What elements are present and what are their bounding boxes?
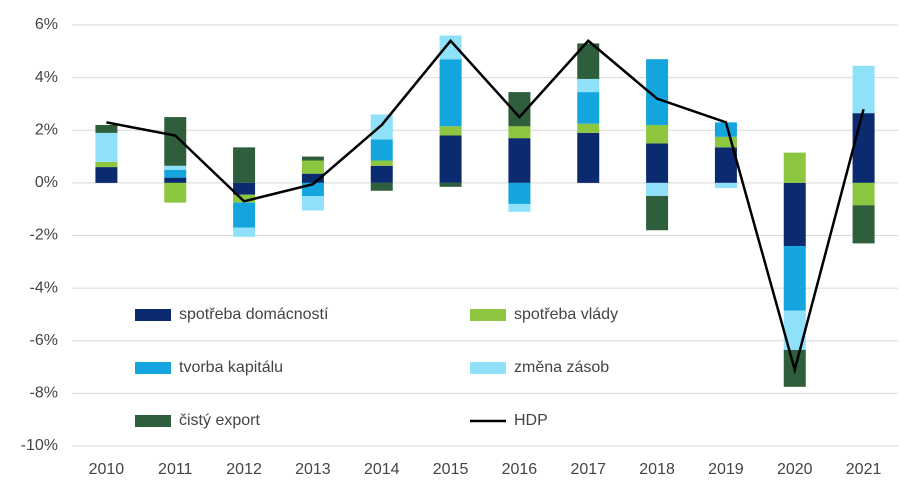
- bar-segment: [301, 156, 324, 161]
- bar-segment: [577, 43, 600, 79]
- x-tick-label: 2021: [846, 461, 882, 478]
- legend-swatch: [470, 309, 506, 321]
- bar-segment: [439, 126, 462, 136]
- bar-segment: [508, 126, 531, 139]
- bar-segment: [233, 182, 256, 195]
- bar-segment: [852, 65, 875, 114]
- bar-segment: [852, 205, 875, 244]
- bar-segment: [439, 182, 462, 187]
- bar-segment: [370, 139, 393, 161]
- bar-segment: [439, 59, 462, 127]
- bar-segment: [370, 160, 393, 166]
- legend-label: změna zásob: [514, 359, 609, 376]
- bar-segment: [164, 177, 187, 183]
- bar-segment: [233, 227, 256, 237]
- bar-segment: [783, 182, 806, 247]
- legend-label: spotřeba domácností: [179, 306, 329, 323]
- y-tick-label: 4%: [35, 69, 58, 86]
- bar-segment: [164, 165, 187, 170]
- y-tick-label: -8%: [30, 385, 58, 402]
- legend-label: čistý export: [179, 412, 260, 429]
- x-tick-label: 2017: [570, 461, 606, 478]
- bar-segment: [714, 147, 737, 183]
- legend-label: tvorba kapitálu: [179, 359, 283, 376]
- bar-segment: [164, 182, 187, 203]
- x-tick-label: 2011: [158, 461, 193, 478]
- bar-segment: [646, 59, 669, 125]
- x-tick-label: 2010: [89, 461, 125, 478]
- bar-segment: [852, 113, 875, 183]
- bar-segment: [233, 194, 256, 203]
- bar-segment: [646, 182, 669, 197]
- bar-segment: [164, 117, 187, 166]
- bar-segment: [370, 182, 393, 191]
- bar-segment: [164, 169, 187, 178]
- x-tick-label: 2019: [708, 461, 744, 478]
- x-tick-label: 2016: [502, 461, 538, 478]
- bar-segment: [783, 152, 806, 183]
- bar-segment: [577, 132, 600, 183]
- bar-segment: [783, 310, 806, 350]
- bar-segment: [233, 202, 256, 228]
- bar-segment: [646, 124, 669, 144]
- y-tick-label: -6%: [30, 332, 58, 349]
- bar-segment: [783, 246, 806, 311]
- y-tick-label: -10%: [21, 437, 58, 454]
- bar-segment: [95, 124, 118, 133]
- bar-segment: [370, 114, 393, 140]
- legend-swatch: [135, 415, 171, 427]
- y-tick-label: 2%: [35, 121, 58, 138]
- bar-segment: [577, 92, 600, 124]
- legend-swatch: [135, 362, 171, 374]
- bar-segment: [508, 203, 531, 212]
- bar-segment: [301, 173, 324, 183]
- line: [106, 38, 865, 375]
- bar-segment: [95, 132, 118, 162]
- bar-segment: [95, 167, 118, 183]
- y-tick-label: -4%: [30, 279, 58, 296]
- y-tick-label: -2%: [30, 227, 58, 244]
- x-tick-label: 2012: [226, 461, 262, 478]
- bar-segment: [508, 182, 531, 204]
- legend-label: spotřeba vlády: [514, 306, 618, 323]
- bar-segment: [714, 122, 737, 137]
- bar-segment: [646, 143, 669, 183]
- legend-swatch: [135, 309, 171, 321]
- bar-segment: [577, 123, 600, 133]
- y-tick-label: 0%: [35, 174, 58, 191]
- x-tick-label: 2020: [777, 461, 813, 478]
- bar-segment: [301, 160, 324, 174]
- bar-segment: [301, 196, 324, 211]
- bar-segment: [577, 78, 600, 93]
- y-tick-label: 6%: [35, 16, 58, 33]
- bar-segment: [370, 165, 393, 183]
- x-tick-label: 2018: [639, 461, 675, 478]
- legend-label: HDP: [514, 412, 548, 429]
- bar-segment: [95, 161, 118, 168]
- legend-swatch: [470, 362, 506, 374]
- bar-segment: [714, 182, 737, 189]
- bar-segment: [852, 182, 875, 206]
- bar-segment: [508, 92, 531, 127]
- x-tick-label: 2014: [364, 461, 400, 478]
- bar-segment: [439, 135, 462, 183]
- bar-segment: [508, 138, 531, 183]
- bar-segment: [233, 147, 256, 183]
- bar-segment: [714, 136, 737, 148]
- x-tick-label: 2013: [295, 461, 331, 478]
- bar-segment: [646, 196, 669, 231]
- x-tick-label: 2015: [433, 461, 469, 478]
- bar-segment: [439, 35, 462, 60]
